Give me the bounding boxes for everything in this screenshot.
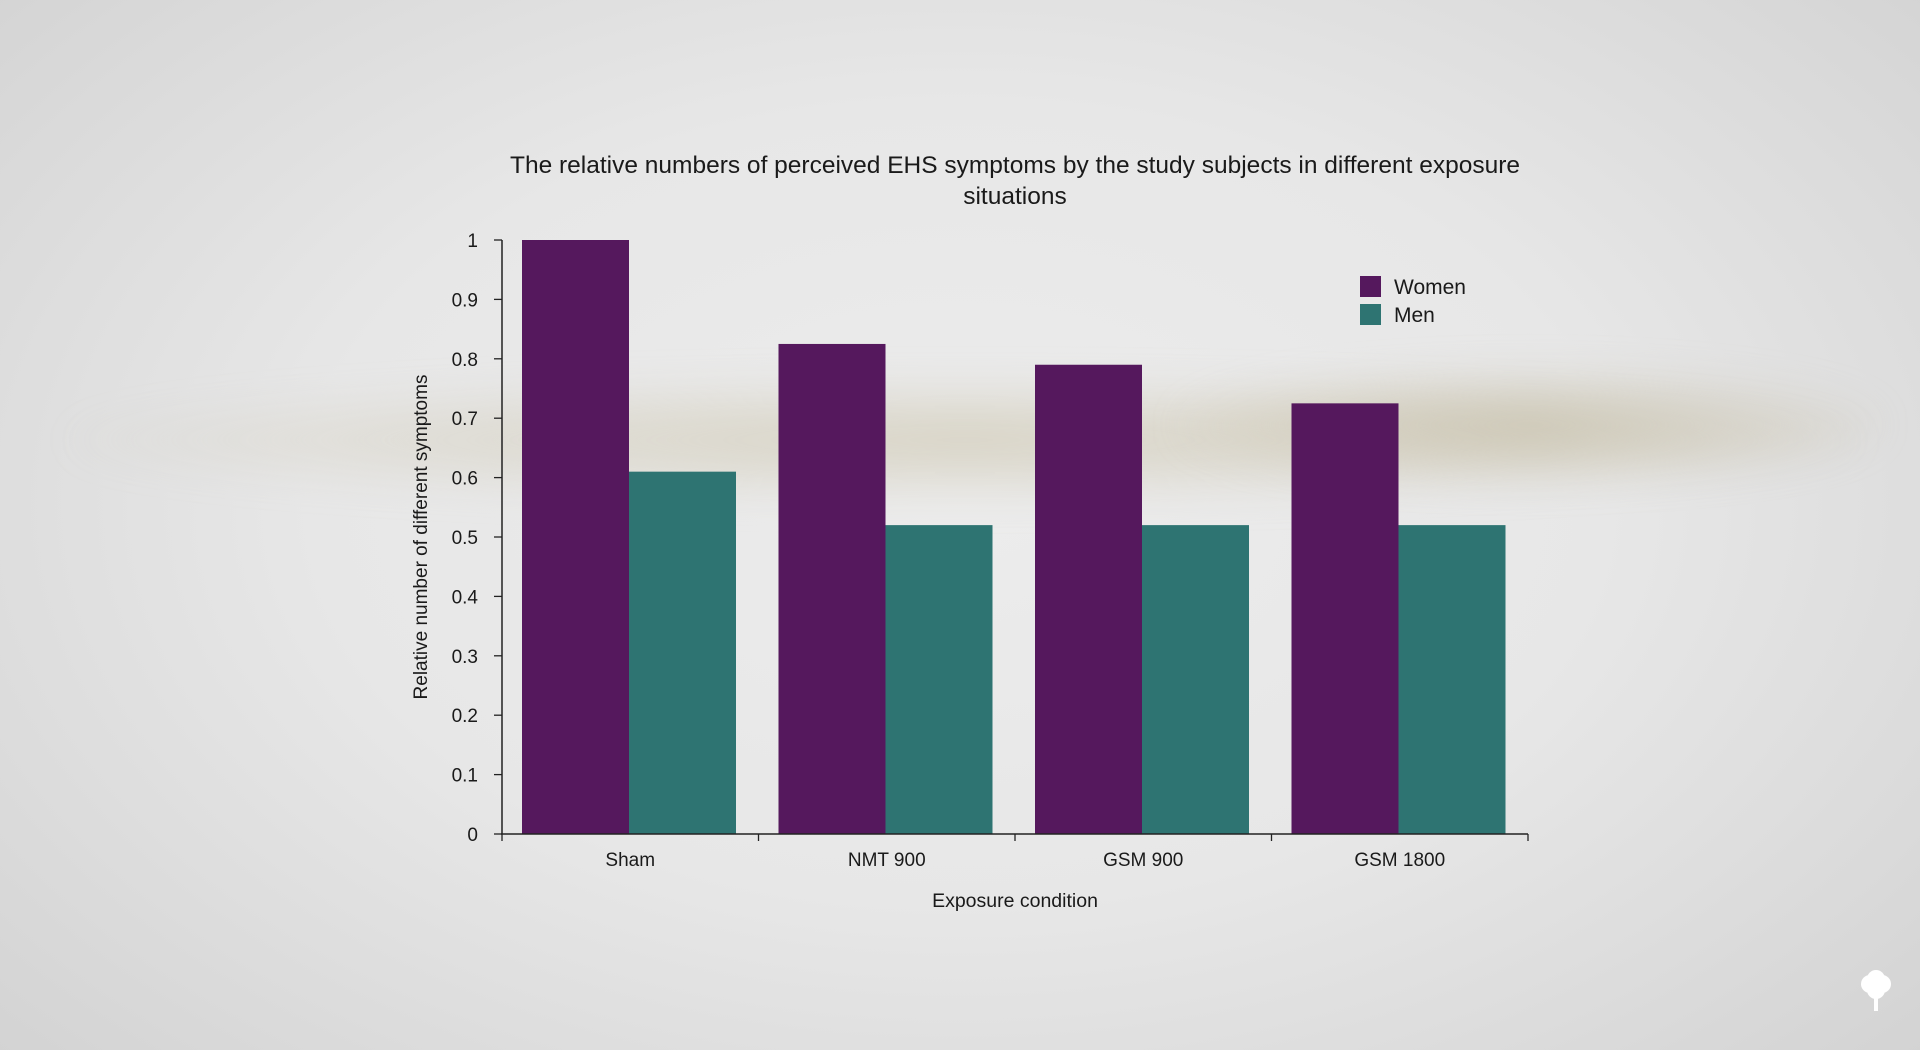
legend-swatch-women — [1360, 276, 1381, 297]
x-tick-label: GSM 900 — [1103, 850, 1183, 871]
x-tick-label: Sham — [605, 850, 655, 871]
y-tick-label: 0.9 — [452, 290, 478, 311]
bar-women-gsm-1800 — [1291, 403, 1399, 834]
bar-men-nmt-900 — [885, 525, 993, 834]
y-tick-label: 0.1 — [452, 766, 478, 787]
y-tick-label: 0.3 — [452, 647, 478, 668]
y-tick-label: 0.7 — [452, 409, 478, 430]
y-tick-label: 0.6 — [452, 469, 478, 490]
x-tick-label: GSM 1800 — [1354, 850, 1445, 871]
y-tick-label: 0.5 — [452, 528, 478, 549]
bar-men-sham — [629, 471, 736, 834]
tree-icon — [1861, 970, 1891, 1011]
chart-title: The relative numbers of perceived EHS sy… — [510, 152, 1520, 210]
legend-swatch-men — [1360, 304, 1381, 325]
legend-label-women: Women — [1394, 276, 1466, 299]
bar-women-sham — [522, 240, 629, 834]
legend-label-men: Men — [1394, 304, 1435, 327]
y-tick-label: 0.4 — [452, 587, 479, 608]
bar-women-gsm-900 — [1035, 364, 1142, 834]
bar-men-gsm-1800 — [1398, 525, 1506, 834]
x-axis-label: Exposure condition — [932, 890, 1098, 912]
y-tick-label: 0.8 — [452, 350, 478, 371]
y-tick-label: 1 — [467, 231, 478, 252]
bar-men-gsm-900 — [1142, 525, 1249, 834]
y-tick-label: 0.2 — [452, 706, 478, 727]
bar-women-nmt-900 — [778, 343, 886, 834]
y-tick-label: 0 — [467, 825, 478, 846]
y-axis-label: Relative number of different symptoms — [411, 375, 432, 700]
x-tick-label: NMT 900 — [848, 850, 926, 871]
